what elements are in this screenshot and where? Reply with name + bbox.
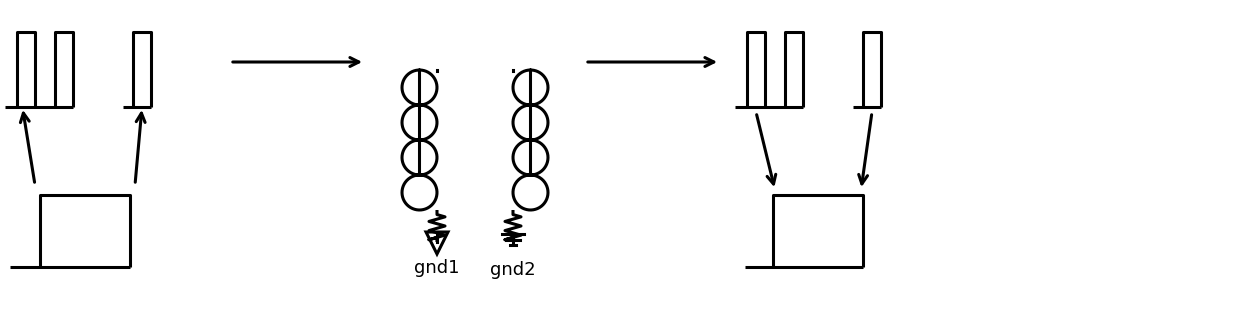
- Text: gnd2: gnd2: [491, 261, 535, 279]
- Text: gnd1: gnd1: [414, 259, 460, 277]
